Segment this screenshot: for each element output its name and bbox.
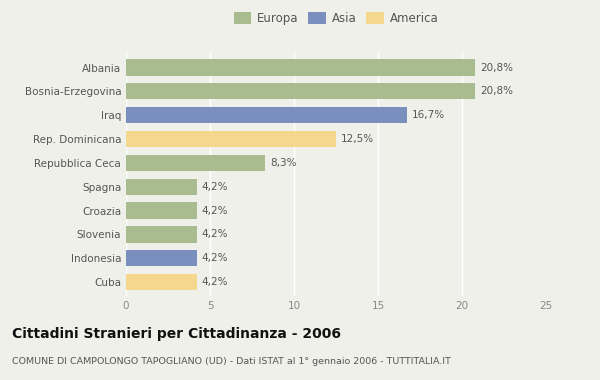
Bar [126,203,197,218]
Bar [126,155,265,171]
Bar [126,179,197,195]
Text: 4,2%: 4,2% [202,230,228,239]
Text: 4,2%: 4,2% [202,277,228,287]
Text: 20,8%: 20,8% [481,62,514,73]
Text: Cittadini Stranieri per Cittadinanza - 2006: Cittadini Stranieri per Cittadinanza - 2… [12,327,341,341]
Legend: Europa, Asia, America: Europa, Asia, America [231,10,441,27]
Bar [126,250,197,266]
Text: 20,8%: 20,8% [481,86,514,97]
Bar [126,107,407,123]
Bar [126,274,197,290]
Text: 8,3%: 8,3% [271,158,297,168]
Text: COMUNE DI CAMPOLONGO TAPOGLIANO (UD) - Dati ISTAT al 1° gennaio 2006 - TUTTITALI: COMUNE DI CAMPOLONGO TAPOGLIANO (UD) - D… [12,357,451,366]
Bar [126,131,336,147]
Bar [126,59,475,76]
Text: 4,2%: 4,2% [202,182,228,192]
Text: 12,5%: 12,5% [341,134,374,144]
Bar [126,226,197,242]
Text: 4,2%: 4,2% [202,206,228,215]
Text: 4,2%: 4,2% [202,253,228,263]
Bar [126,83,475,100]
Text: 16,7%: 16,7% [412,110,445,120]
